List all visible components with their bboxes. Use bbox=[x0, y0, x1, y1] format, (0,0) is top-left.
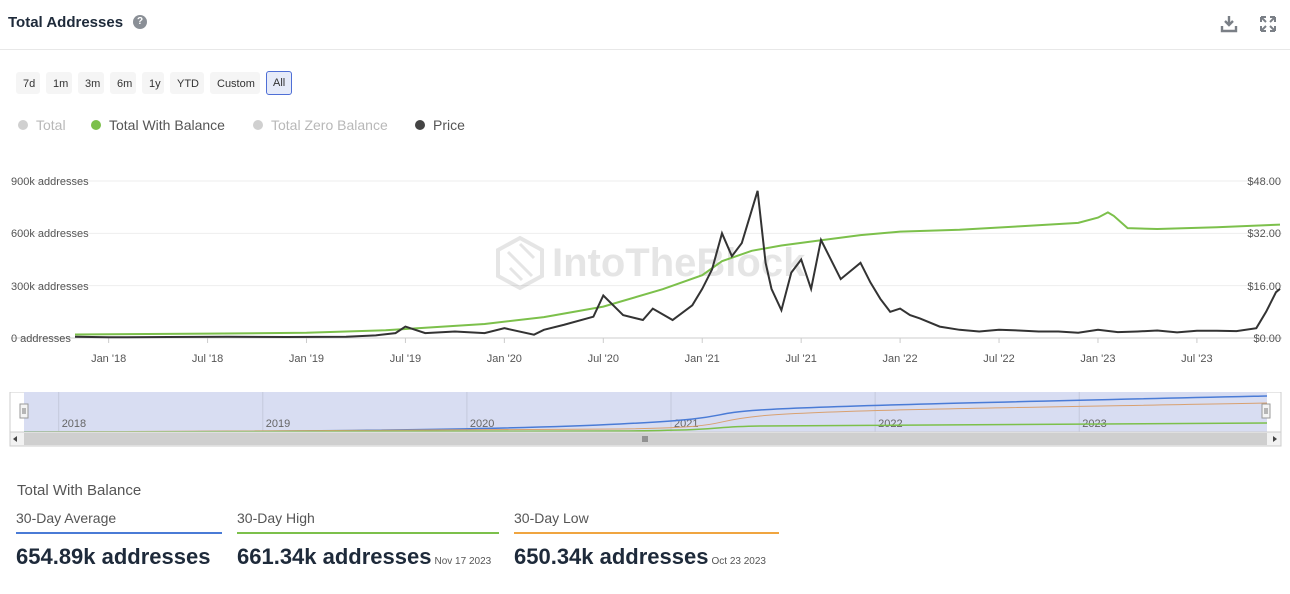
stat-30-day-average: 30-Day Average 654.89k addresses bbox=[16, 510, 222, 570]
x-tick-label: Jan '23 bbox=[1080, 353, 1115, 365]
stat-value: 654.89k addresses bbox=[16, 544, 222, 570]
stat-number: 650.34k addresses bbox=[514, 544, 709, 569]
range-button-7d[interactable]: 7d bbox=[16, 72, 40, 94]
y-right-tick: $0.00 bbox=[1253, 333, 1281, 345]
y-right-tick: $32.00 bbox=[1247, 228, 1281, 240]
stat-label: 30-Day Low bbox=[514, 510, 779, 534]
scroll-right-icon[interactable] bbox=[1273, 436, 1277, 442]
x-tick-label: Jul '18 bbox=[192, 353, 223, 365]
x-tick-label: Jul '20 bbox=[588, 353, 619, 365]
x-tick-label: Jul '23 bbox=[1181, 353, 1212, 365]
legend-dot bbox=[253, 120, 263, 131]
grip-icon bbox=[22, 408, 26, 414]
y-right-tick: $16.00 bbox=[1247, 281, 1281, 293]
main-chart[interactable]: IntoTheBlock 900k addresses 600k address… bbox=[0, 160, 1290, 375]
legend-label: Total With Balance bbox=[109, 117, 225, 133]
navigator-year-label: 2022 bbox=[878, 418, 902, 430]
range-button-all[interactable]: All bbox=[266, 71, 292, 95]
legend-item-total-zero-balance[interactable]: Total Zero Balance bbox=[253, 117, 388, 133]
stat-label: 30-Day High bbox=[237, 510, 499, 534]
range-navigator[interactable]: 2018 2019 2020 2021 2022 2023 bbox=[0, 392, 1290, 448]
navigator-handle-right[interactable] bbox=[1261, 403, 1271, 419]
x-tick-label: Jul '21 bbox=[785, 353, 816, 365]
range-button-3m[interactable]: 3m bbox=[78, 72, 104, 94]
download-icon[interactable] bbox=[1219, 14, 1239, 34]
y-right-tick: $48.00 bbox=[1247, 176, 1281, 188]
stat-30-day-low: 30-Day Low 650.34k addresses Oct 23 2023 bbox=[514, 510, 779, 570]
legend-dot bbox=[415, 120, 425, 131]
x-tick-label: Jul '19 bbox=[390, 353, 421, 365]
x-tick-label: Jan '19 bbox=[289, 353, 324, 365]
range-button-ytd[interactable]: YTD bbox=[170, 72, 204, 94]
left-axis: 900k addresses 600k addresses 300k addre… bbox=[11, 176, 89, 345]
scroll-left-icon[interactable] bbox=[13, 436, 17, 442]
legend-item-total-with-balance[interactable]: Total With Balance bbox=[91, 117, 225, 133]
stats-title: Total With Balance bbox=[17, 482, 142, 499]
navigator-year-label: 2018 bbox=[62, 418, 86, 430]
page-title: Total Addresses bbox=[8, 14, 124, 31]
x-tick-label: Jan '21 bbox=[685, 353, 720, 365]
legend-label: Price bbox=[433, 117, 465, 133]
legend-item-price[interactable]: Price bbox=[415, 117, 465, 133]
legend-dot bbox=[91, 120, 101, 131]
range-button-1y[interactable]: 1y bbox=[142, 72, 164, 94]
y-left-tick: 300k addresses bbox=[11, 281, 89, 293]
navigator-year-label: 2019 bbox=[266, 418, 290, 430]
navigator-selection[interactable] bbox=[24, 392, 1267, 432]
chart-header: Total Addresses ? bbox=[0, 0, 1290, 50]
stat-label: 30-Day Average bbox=[16, 510, 222, 534]
stat-30-day-high: 30-Day High 661.34k addresses Nov 17 2023 bbox=[237, 510, 499, 570]
legend-dot bbox=[18, 120, 28, 131]
stat-number: 654.89k addresses bbox=[16, 544, 211, 569]
watermark-logo: IntoTheBlock bbox=[496, 235, 806, 291]
range-button-6m[interactable]: 6m bbox=[110, 72, 136, 94]
legend-label: Total Zero Balance bbox=[271, 117, 388, 133]
expand-icon[interactable] bbox=[1258, 14, 1278, 34]
stat-date: Oct 23 2023 bbox=[711, 556, 766, 567]
y-left-tick: 0 addresses bbox=[11, 333, 71, 345]
stat-value: 650.34k addresses Oct 23 2023 bbox=[514, 544, 779, 570]
y-left-tick: 900k addresses bbox=[11, 176, 89, 188]
y-left-tick: 600k addresses bbox=[11, 228, 89, 240]
x-tick-label: Jan '18 bbox=[91, 353, 126, 365]
grip-icon bbox=[1264, 408, 1268, 414]
grid-layer bbox=[11, 180, 1282, 339]
range-button-custom[interactable]: Custom bbox=[210, 72, 260, 94]
help-icon[interactable]: ? bbox=[133, 15, 147, 29]
stat-number: 661.34k addresses bbox=[237, 544, 432, 569]
navigator-year-label: 2020 bbox=[470, 418, 494, 430]
right-axis: $48.00 $32.00 $16.00 $0.00 bbox=[1247, 176, 1281, 345]
x-tick-label: Jul '22 bbox=[983, 353, 1014, 365]
range-button-1m[interactable]: 1m bbox=[46, 72, 72, 94]
x-axis: Jan '18 Jul '18 Jan '19 Jul '19 Jan '20 Jul '… bbox=[91, 338, 1213, 365]
x-tick-label: Jan '22 bbox=[883, 353, 918, 365]
stat-value: 661.34k addresses Nov 17 2023 bbox=[237, 544, 499, 570]
legend-label: Total bbox=[36, 117, 66, 133]
navigator-handle-left[interactable] bbox=[19, 403, 29, 419]
series-line-price bbox=[74, 190, 1281, 339]
x-tick-label: Jan '20 bbox=[487, 353, 522, 365]
stat-date: Nov 17 2023 bbox=[434, 556, 492, 567]
legend-item-total[interactable]: Total bbox=[18, 117, 66, 133]
grip-icon bbox=[642, 436, 648, 442]
